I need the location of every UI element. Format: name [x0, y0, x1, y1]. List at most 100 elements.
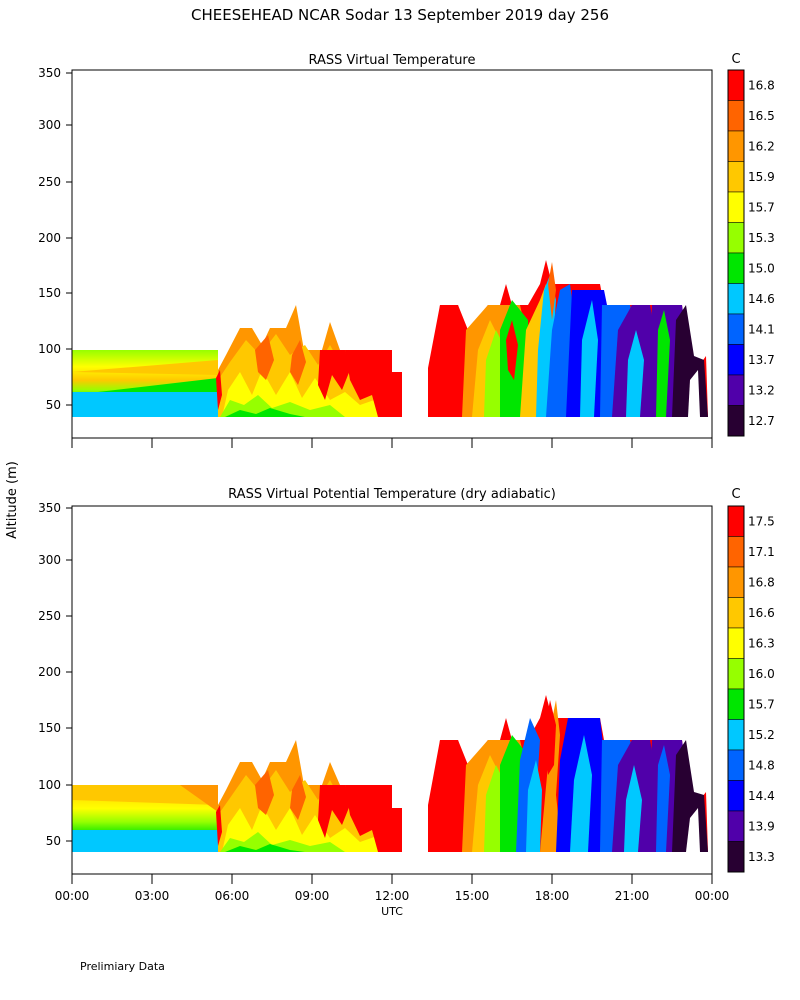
- figure-title: CHEESEHEAD NCAR Sodar 13 September 2019 …: [191, 6, 609, 24]
- x-tick: 12:00: [375, 874, 410, 903]
- x-tick: 15:00: [455, 874, 490, 903]
- colorbar-2-label: 13.9: [748, 819, 775, 833]
- panel-2-low-blue: [72, 830, 218, 852]
- y-axis-label: Altitude (m): [5, 461, 20, 539]
- svg-text:250: 250: [38, 175, 61, 189]
- panel-1-x-axis: [71, 438, 713, 448]
- colorbar-2-label: 16.3: [748, 636, 775, 650]
- panel-1-y-tick: 250: [38, 175, 72, 189]
- panel-2-field: [72, 695, 708, 852]
- x-tick: 00:00: [55, 874, 90, 903]
- panel-1-y-tick: 300: [38, 118, 72, 132]
- colorbar-2: 17.5 17.1 16.8 16.6 16.3 16.0 15.7 15.2 14.8 14.4…: [727, 505, 775, 873]
- svg-text:00:00: 00:00: [55, 889, 90, 903]
- panel-1-y-tick: 50: [46, 398, 72, 412]
- svg-text:15:00: 15:00: [455, 889, 490, 903]
- colorbar-2-label: 16.8: [748, 575, 775, 589]
- x-tick: 09:00: [295, 874, 330, 903]
- colorbar-2-label: 16.6: [748, 606, 775, 620]
- svg-text:200: 200: [38, 231, 61, 245]
- svg-text:00:00: 00:00: [695, 889, 730, 903]
- svg-text:150: 150: [38, 286, 61, 300]
- panel-2-y-tick: 350: [38, 501, 72, 515]
- svg-text:03:00: 03:00: [135, 889, 170, 903]
- colorbar-2-swatch: [727, 688, 745, 720]
- colorbar-1-label: 16.8: [748, 78, 775, 92]
- svg-text:350: 350: [38, 66, 61, 80]
- colorbar-2-label: 15.7: [748, 697, 775, 711]
- panel-1-y-tick: 350: [38, 66, 72, 80]
- panel-2-y-tick: 300: [38, 553, 72, 567]
- colorbar-1-swatch: [727, 313, 745, 345]
- svg-text:12:00: 12:00: [375, 889, 410, 903]
- colorbar-2-swatch: [727, 719, 745, 751]
- colorbar-2-label: 13.3: [748, 850, 775, 864]
- panel-2-segment-afternoon: [428, 695, 708, 852]
- colorbar-2-swatch: [727, 841, 745, 873]
- panel-2-wedge-orange: [72, 785, 218, 805]
- x-tick: 06:00: [215, 874, 250, 903]
- svg-text:350: 350: [38, 501, 61, 515]
- svg-text:100: 100: [38, 778, 61, 792]
- panel-2-y-tick: 250: [38, 609, 72, 623]
- x-tick: 00:00: [695, 874, 730, 903]
- colorbar-1-swatch: [727, 252, 745, 284]
- colorbar-2-swatch: [727, 627, 745, 659]
- x-axis-label: UTC: [381, 905, 403, 918]
- svg-text:300: 300: [38, 118, 61, 132]
- svg-text:300: 300: [38, 553, 61, 567]
- colorbar-2-label: 17.1: [748, 545, 775, 559]
- svg-text:100: 100: [38, 342, 61, 356]
- colorbar-1-swatch: [727, 191, 745, 223]
- svg-text:06:00: 06:00: [215, 889, 250, 903]
- colorbar-2-label: 14.8: [748, 758, 775, 772]
- panel-2-y-tick: 100: [38, 778, 72, 792]
- colorbar-1-unit: C: [731, 52, 740, 67]
- colorbar-2-label: 16.0: [748, 667, 775, 681]
- panel-1-segment-midday: [216, 305, 402, 417]
- panel-2-segment-midday: [216, 740, 402, 852]
- colorbar-2-frame: [727, 505, 745, 873]
- colorbar-2-label: 17.5: [748, 514, 775, 528]
- panel-1-y-tick: 200: [38, 231, 72, 245]
- colorbar-1-label: 12.7: [748, 414, 775, 428]
- svg-text:09:00: 09:00: [295, 889, 330, 903]
- panel-2-title: RASS Virtual Potential Temperature (dry …: [228, 487, 556, 502]
- svg-text:50: 50: [46, 834, 61, 848]
- colorbar-2-swatch: [727, 536, 745, 568]
- colorbar-1-label: 16.5: [748, 109, 775, 123]
- colorbar-1-swatch: [727, 130, 745, 162]
- colorbar-1-label: 16.2: [748, 139, 775, 153]
- colorbar-1-swatch: [727, 344, 745, 376]
- colorbar-1-swatch: [727, 374, 745, 406]
- colorbar-2-swatch: [727, 749, 745, 781]
- x-tick: 21:00: [615, 874, 650, 903]
- panel-virtual-potential-temperature: RASS Virtual Potential Temperature (dry …: [38, 487, 775, 918]
- panel-1-segment-afternoon: [428, 260, 708, 417]
- svg-text:50: 50: [46, 398, 61, 412]
- colorbar-1-frame: [727, 69, 745, 437]
- colorbar-2-label: 15.2: [748, 728, 775, 742]
- panel-virtual-temperature: RASS Virtual Temperature: [38, 52, 775, 448]
- panel-1-wedge-warm: [72, 360, 218, 375]
- colorbar-1-swatch: [727, 69, 745, 101]
- colorbar-1-swatch: [727, 100, 745, 132]
- panel-2-y-tick: 50: [46, 834, 72, 848]
- svg-text:21:00: 21:00: [615, 889, 650, 903]
- svg-text:250: 250: [38, 609, 61, 623]
- colorbar-1-swatch: [727, 405, 745, 437]
- panel-1-low-blue: [72, 392, 218, 417]
- panel-1-title: RASS Virtual Temperature: [309, 53, 476, 68]
- panel-2-y-tick: 200: [38, 665, 72, 679]
- colorbar-1-label: 15.0: [748, 261, 775, 275]
- panel-1-y-tick: 100: [38, 342, 72, 356]
- panel-1-field: [72, 260, 708, 417]
- svg-text:200: 200: [38, 665, 61, 679]
- panel-1-y-tick: 150: [38, 286, 72, 300]
- colorbar-2-swatch: [727, 505, 745, 537]
- colorbar-2-swatch: [727, 566, 745, 598]
- colorbar-2-swatch: [727, 780, 745, 812]
- footer-note: Prelimiary Data: [80, 960, 165, 973]
- x-tick: 03:00: [135, 874, 170, 903]
- colorbar-2-swatch: [727, 658, 745, 690]
